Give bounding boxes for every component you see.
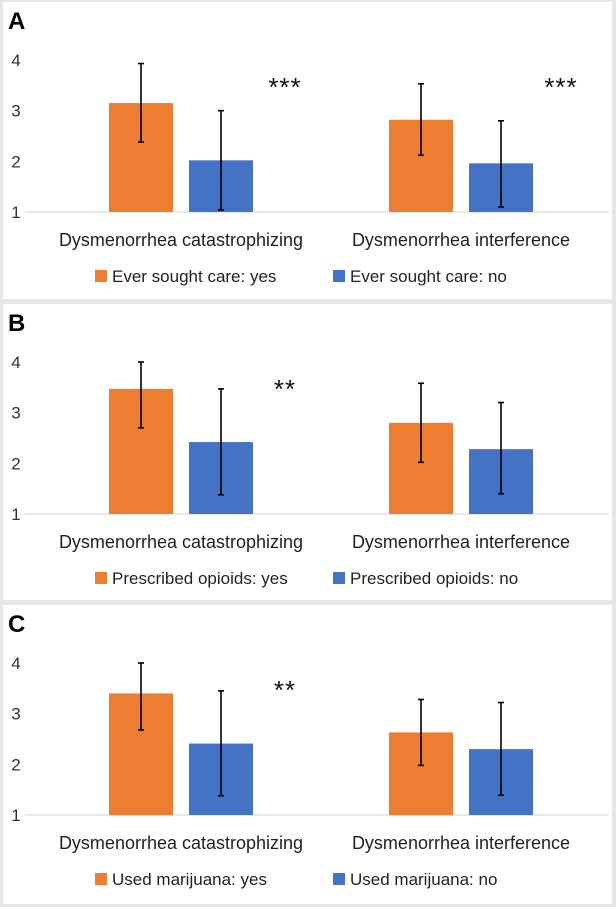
category-label: Dysmenorrhea interference (352, 833, 570, 853)
y-tick-label: 4 (11, 654, 20, 673)
y-tick-label: 3 (11, 705, 20, 724)
legend-swatch (333, 270, 345, 282)
panel-label: B (8, 310, 25, 337)
y-tick-label: 3 (11, 102, 20, 121)
chart-panel-a: A 1 2 3 4 Dysmenorrhea catastrophizing *** Dys… (3, 2, 612, 299)
chart-a-svg: A 1 2 3 4 Dysmenorrhea catastrophizing *** Dys… (8, 8, 609, 286)
legend-label: Used marijuana: yes (112, 870, 267, 889)
chart-b-svg: B 1 2 3 4 Dysmenorrhea catastrophizing ** Dysm… (8, 310, 609, 588)
chart-panel-c: C 1 2 3 4 Dysmenorrhea catastrophizing ** Dysm… (3, 605, 612, 904)
chart-panel-b: B 1 2 3 4 Dysmenorrhea catastrophizing ** Dysm… (3, 304, 612, 600)
category-label: Dysmenorrhea catastrophizing (59, 532, 303, 552)
y-tick-label: 2 (11, 755, 20, 774)
y-tick-label: 4 (11, 51, 20, 70)
y-tick-label: 3 (11, 404, 20, 423)
significance-label: ** (274, 374, 296, 404)
legend-label: Used marijuana: no (350, 870, 497, 889)
legend-label: Ever sought care: no (350, 267, 507, 286)
legend-swatch (333, 572, 345, 584)
legend-swatch (333, 873, 345, 885)
category-label: Dysmenorrhea interference (352, 532, 570, 552)
legend-label: Prescribed opioids: yes (112, 569, 288, 588)
y-tick-label: 1 (11, 806, 20, 825)
legend-swatch (95, 873, 107, 885)
category-label: Dysmenorrhea interference (352, 230, 570, 250)
legend-label: Prescribed opioids: no (350, 569, 518, 588)
legend-swatch (95, 270, 107, 282)
legend-label: Ever sought care: yes (112, 267, 276, 286)
panel-label: A (8, 8, 25, 35)
y-tick-label: 4 (11, 353, 20, 372)
category-label: Dysmenorrhea catastrophizing (59, 230, 303, 250)
y-tick-label: 1 (11, 505, 20, 524)
panel-label: C (8, 611, 25, 638)
y-tick-label: 1 (11, 203, 20, 222)
y-tick-label: 2 (11, 454, 20, 473)
y-tick-label: 2 (11, 152, 20, 171)
category-label: Dysmenorrhea catastrophizing (59, 833, 303, 853)
legend-swatch (95, 572, 107, 584)
chart-c-svg: C 1 2 3 4 Dysmenorrhea catastrophizing ** Dysm… (8, 611, 609, 889)
significance-label: ** (274, 675, 296, 705)
significance-label: *** (544, 72, 577, 102)
significance-label: *** (268, 72, 301, 102)
